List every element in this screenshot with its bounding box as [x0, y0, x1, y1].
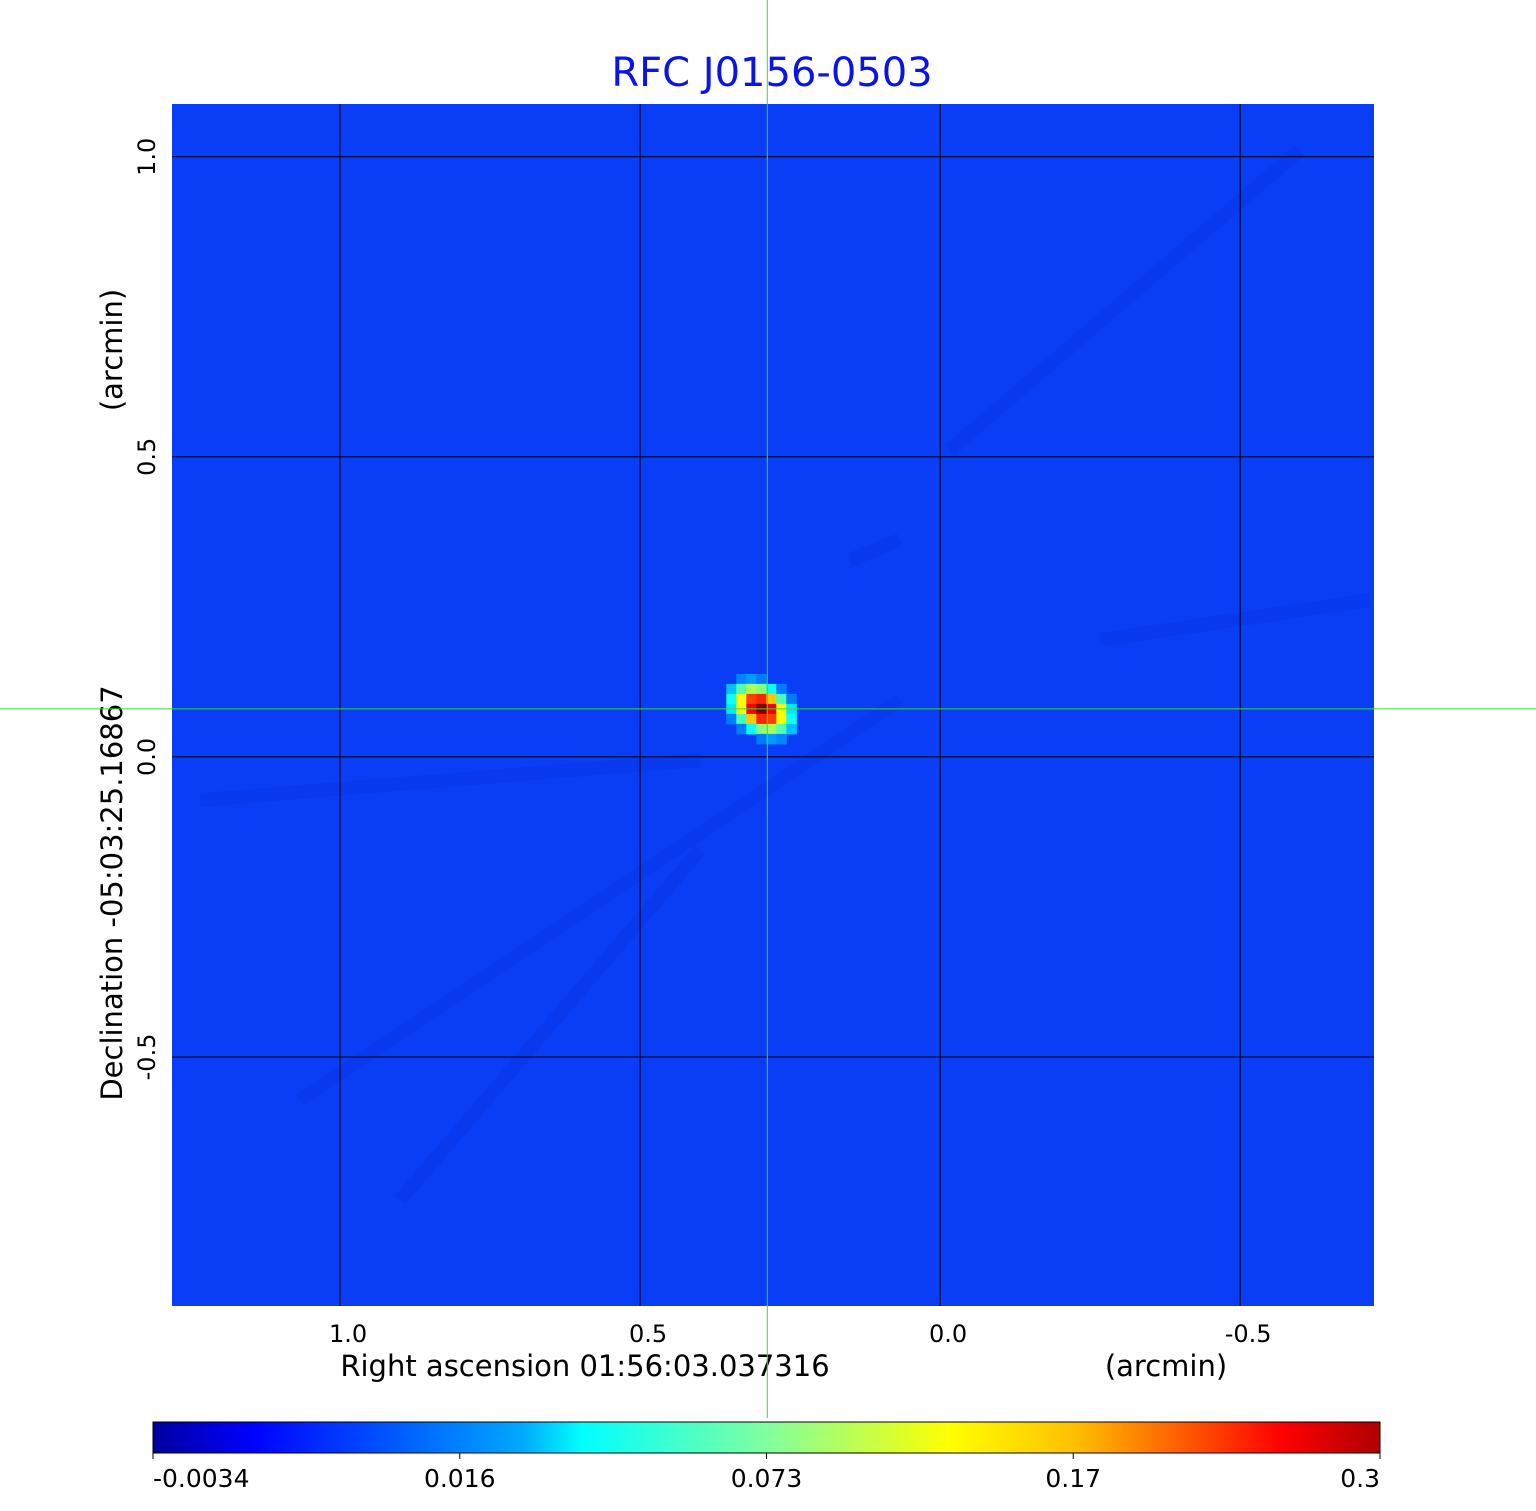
y-tick-label: 1.0: [133, 138, 161, 176]
source-pixel: [766, 723, 777, 735]
y-tick-label: -0.5: [133, 1034, 161, 1081]
x-tick-label: 0.0: [929, 1320, 967, 1348]
source-pixel: [766, 693, 777, 705]
y-tick-labels: 1.0 0.5 0.0 -0.5: [133, 138, 161, 1081]
source-pixel: [786, 693, 797, 705]
y-tick-label: 0.5: [133, 438, 161, 476]
source-pixel: [746, 713, 757, 725]
image-artifact: [847, 533, 903, 567]
crosshair: [0, 0, 1536, 1418]
source-pixel: [756, 673, 767, 685]
source-pixel: [756, 733, 767, 745]
source-pixel: [776, 683, 787, 695]
source-pixel: [736, 723, 747, 735]
source-pixel: [766, 683, 777, 695]
source-pixel: [736, 713, 747, 725]
source-pixel: [746, 723, 757, 735]
x-axis-unit: (arcmin): [1105, 1349, 1227, 1383]
colorbar-tick-label: 0.073: [731, 1464, 803, 1493]
source-pixel: [766, 713, 777, 725]
plot-area: [172, 104, 1374, 1306]
x-tick-labels: 1.0 0.5 0.0 -0.5: [329, 1320, 1272, 1348]
x-tick-label: 0.5: [629, 1320, 667, 1348]
colorbar: [152, 1421, 1381, 1454]
source-pixel: [756, 723, 767, 735]
image-artifact: [945, 144, 1305, 456]
source-pixel: [756, 683, 767, 695]
source-pixel: [766, 733, 777, 745]
x-tick-label: -0.5: [1225, 1320, 1272, 1348]
source-pixel: [746, 673, 757, 685]
source-pixel: [776, 713, 787, 725]
source-pixel: [736, 673, 747, 685]
source-pixel: [736, 683, 747, 695]
colorbar-tick-label: 0.3: [1340, 1464, 1380, 1493]
image-artifact: [394, 845, 706, 1205]
source-pixel: [726, 713, 737, 725]
source-pixel: [756, 713, 767, 725]
colorbar-tick-label: 0.016: [424, 1464, 496, 1493]
chart-title: RFC J0156-0503: [611, 50, 932, 96]
y-axis-unit: (arcmin): [95, 289, 129, 411]
source-pixel: [776, 693, 787, 705]
source-pixel: [756, 693, 767, 705]
source-pixel: [746, 683, 757, 695]
source-pixel: [786, 713, 797, 725]
source-pixel: [746, 693, 757, 705]
colorbar-ticks: -0.0034 0.016 0.073 0.17 0.3: [152, 1453, 1381, 1493]
source-pixel: [736, 693, 747, 705]
source-pixel: [776, 733, 787, 745]
image-artifact: [296, 694, 904, 1106]
source-pixel: [776, 723, 787, 735]
x-tick-label: 1.0: [329, 1320, 367, 1348]
y-tick-label: 0.0: [133, 738, 161, 776]
image-artifact: [1098, 593, 1372, 647]
x-axis-label: Right ascension 01:56:03.037316: [340, 1349, 829, 1383]
source-pixel: [786, 723, 797, 735]
image-artifact: [199, 753, 701, 807]
source-pixel: [726, 693, 737, 705]
colorbar-tick-label: -0.0034: [153, 1464, 250, 1493]
source-pixel: [726, 683, 737, 695]
colorbar-tick-label: 0.17: [1045, 1464, 1101, 1493]
grid: [172, 104, 1374, 1306]
y-axis-label: Declination -05:03:25.16867: [95, 685, 129, 1100]
